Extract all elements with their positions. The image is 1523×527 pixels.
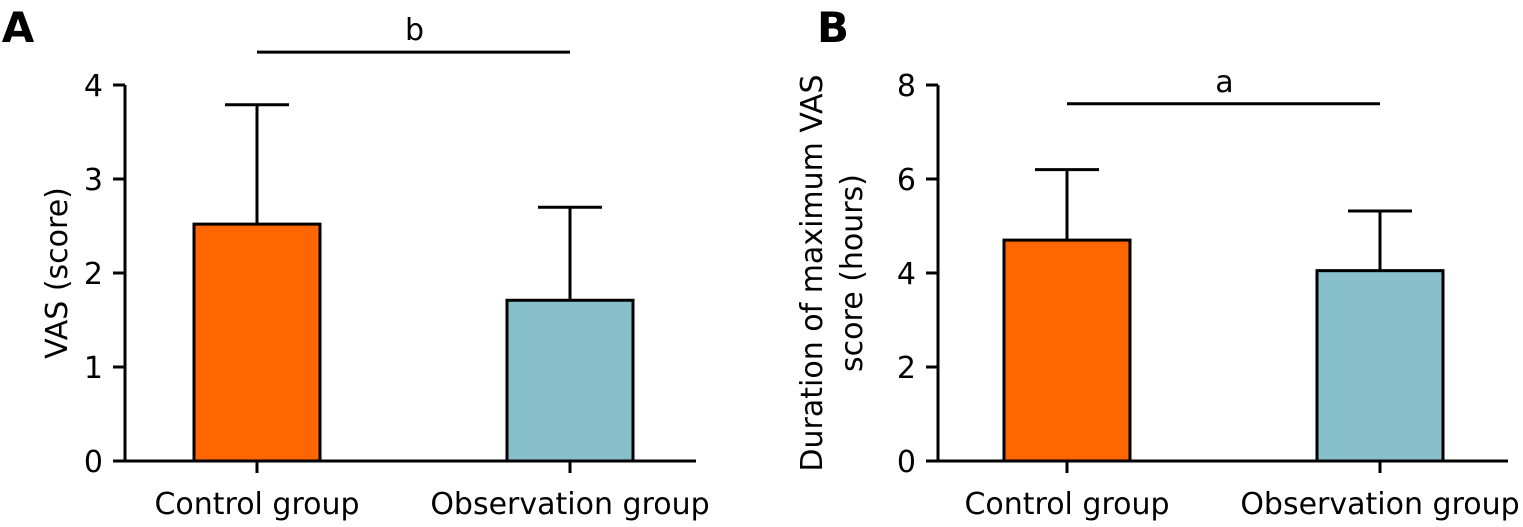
panel-b-y-tick-label: 2 xyxy=(897,351,916,386)
panel-b-y-axis-label: Duration of maximum VAS xyxy=(795,74,830,471)
panel-b-significance-label: a xyxy=(1215,65,1233,100)
panel-b-y-axis-label: score (hours) xyxy=(835,174,870,372)
panel-a-y-axis-label: VAS (score) xyxy=(40,187,75,359)
panel-a-category-label: Control group xyxy=(154,487,359,522)
panel-b-y-tick-label: 6 xyxy=(897,163,916,198)
panel-b-y-tick-label: 4 xyxy=(897,257,916,292)
panel-a-y-tick-label: 2 xyxy=(84,257,103,292)
panel-b-category-label: Control group xyxy=(964,487,1169,522)
panel-b-bar-observation xyxy=(1315,269,1445,463)
panel-a-y-tick-label: 0 xyxy=(84,445,103,480)
panel-b-category-label: Observation group xyxy=(1240,487,1519,522)
panel-a-label: A xyxy=(2,3,35,52)
panel-b-label: B xyxy=(817,3,849,52)
panel-a-y-tick-label: 4 xyxy=(84,69,103,104)
panel-a-bar-control xyxy=(192,222,322,463)
panel-a-significance-label: b xyxy=(405,13,424,48)
panel-a-category-label: Observation group xyxy=(430,487,709,522)
panel-b-y-tick-label: 0 xyxy=(897,445,916,480)
panel-a-bar-observation xyxy=(505,298,635,463)
panel-b-y-tick-label: 8 xyxy=(897,69,916,104)
panel-b-bar-control xyxy=(1002,238,1132,463)
panel-a-y-tick-label: 1 xyxy=(84,351,103,386)
panel-a-y-tick-label: 3 xyxy=(84,163,103,198)
